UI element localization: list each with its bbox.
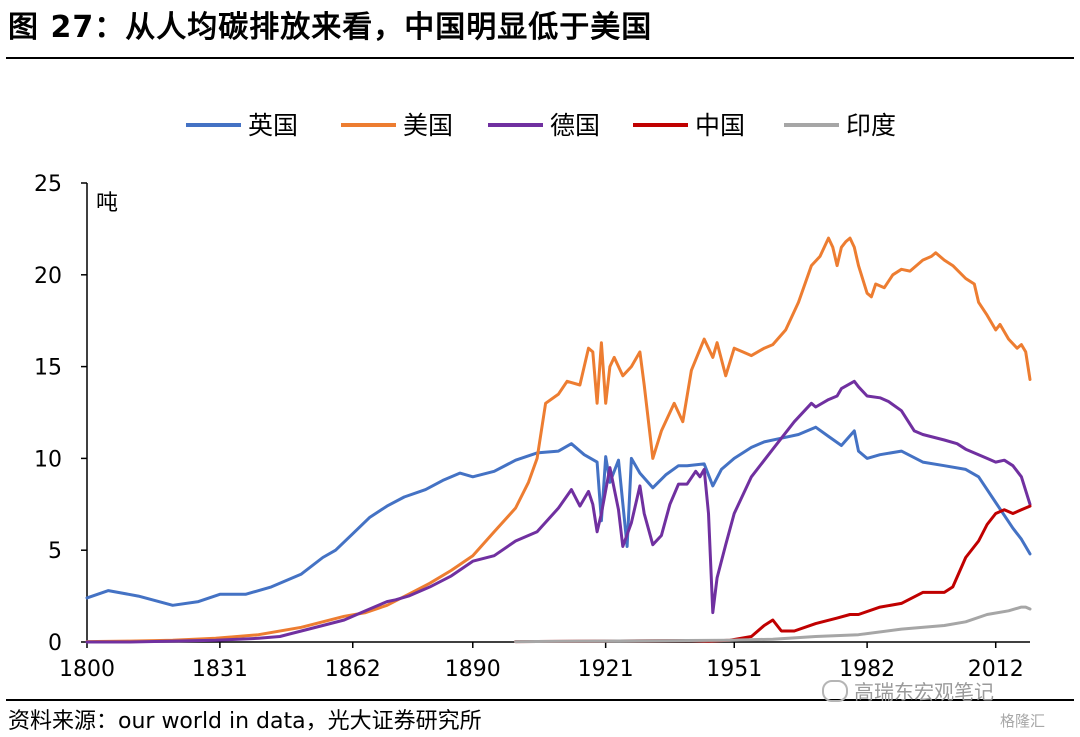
- x-tick-label: 1921: [578, 657, 634, 682]
- watermark: 高瑞东宏观笔记: [822, 676, 994, 705]
- watermark-secondary: 格隆汇: [1000, 712, 1046, 730]
- y-tick-label: 5: [48, 539, 62, 564]
- x-tick-label: 1800: [59, 657, 115, 682]
- y-tick-label: 20: [34, 264, 62, 289]
- series-line-德国: [85, 379, 1032, 644]
- chart-axes: 0 5 10 15 20 25 1800 1831 1862 1890 1921 1951 1982 20…: [34, 172, 1030, 682]
- wechat-icon: [822, 680, 848, 702]
- series-line-英国: [85, 425, 1032, 607]
- chart-legend: 英国 美国 德国 中国 印度: [186, 111, 896, 140]
- series-line-美国: [85, 236, 1032, 644]
- source-rule: [6, 699, 1074, 701]
- figure-title: 图 27：从人均碳排放来看，中国明显低于美国: [8, 10, 653, 45]
- y-tick-label: 0: [48, 631, 62, 656]
- legend-label: 印度: [846, 111, 896, 140]
- x-tick-label: 1982: [839, 657, 895, 682]
- x-tick-label: 1862: [325, 657, 381, 682]
- x-tick-label: 1831: [192, 657, 248, 682]
- y-tick-label: 10: [34, 447, 62, 472]
- legend-label: 德国: [550, 111, 600, 140]
- source-note: 资料来源：our world in data，光大证券研究所: [8, 709, 482, 734]
- y-tick-label: 15: [34, 356, 62, 381]
- y-axis-label: 吨: [96, 191, 118, 216]
- legend-label: 中国: [695, 111, 745, 140]
- watermark-text: 高瑞东宏观笔记: [854, 680, 994, 704]
- series-line-中国: [514, 504, 1032, 644]
- x-tick-label: 2012: [968, 657, 1024, 682]
- legend-label: 英国: [248, 111, 298, 140]
- chart-lines: [85, 236, 1032, 644]
- title-rule: [6, 57, 1074, 59]
- series-line-印度: [514, 605, 1032, 644]
- y-tick-label: 25: [34, 172, 62, 197]
- legend-label: 美国: [403, 111, 453, 140]
- x-tick-label: 1951: [706, 657, 762, 682]
- x-tick-label: 1890: [445, 657, 501, 682]
